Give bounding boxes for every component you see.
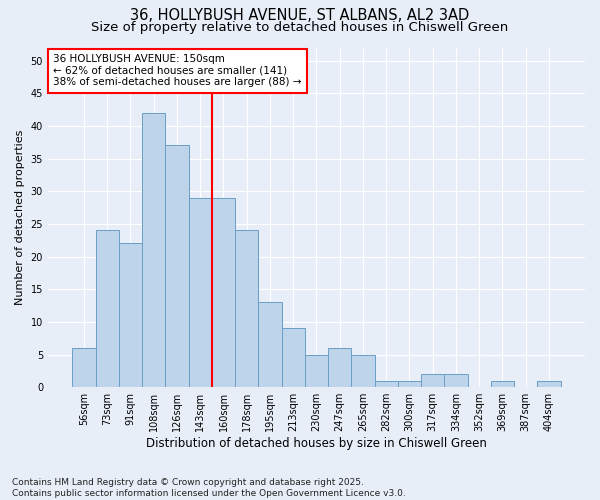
Bar [398, 380, 421, 387]
Bar [73, 348, 95, 387]
Bar [212, 198, 235, 387]
Bar [119, 244, 142, 387]
Bar [352, 354, 374, 387]
Bar [374, 380, 398, 387]
Text: Contains HM Land Registry data © Crown copyright and database right 2025.
Contai: Contains HM Land Registry data © Crown c… [12, 478, 406, 498]
Bar [95, 230, 119, 387]
Text: 36 HOLLYBUSH AVENUE: 150sqm
← 62% of detached houses are smaller (141)
38% of se: 36 HOLLYBUSH AVENUE: 150sqm ← 62% of det… [53, 54, 302, 88]
Bar [305, 354, 328, 387]
Bar [188, 198, 212, 387]
Y-axis label: Number of detached properties: Number of detached properties [15, 130, 25, 305]
Bar [235, 230, 259, 387]
Bar [421, 374, 445, 387]
Bar [445, 374, 467, 387]
X-axis label: Distribution of detached houses by size in Chiswell Green: Distribution of detached houses by size … [146, 437, 487, 450]
Bar [538, 380, 560, 387]
Bar [328, 348, 352, 387]
Bar [142, 113, 166, 387]
Bar [281, 328, 305, 387]
Text: Size of property relative to detached houses in Chiswell Green: Size of property relative to detached ho… [91, 21, 509, 34]
Bar [491, 380, 514, 387]
Text: 36, HOLLYBUSH AVENUE, ST ALBANS, AL2 3AD: 36, HOLLYBUSH AVENUE, ST ALBANS, AL2 3AD [130, 8, 470, 22]
Bar [166, 146, 188, 387]
Bar [259, 302, 281, 387]
